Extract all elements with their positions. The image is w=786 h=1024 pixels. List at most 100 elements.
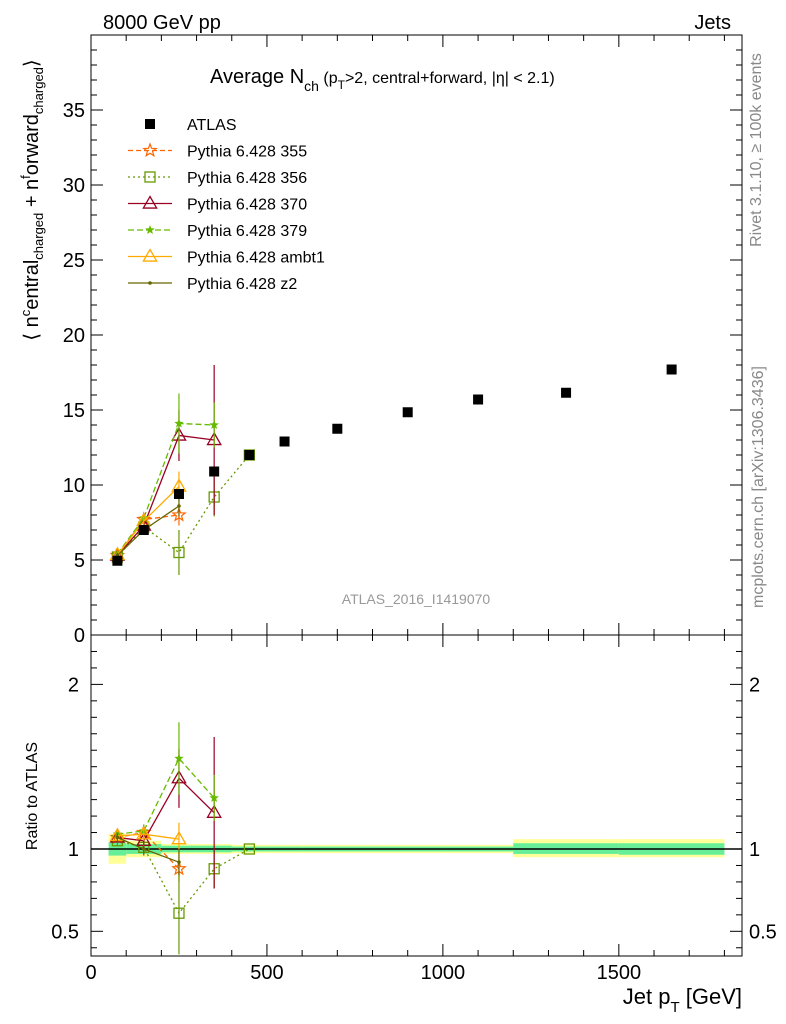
legend-marker (145, 225, 155, 235)
legend-label: Pythia 6.428 356 (187, 170, 307, 187)
ratio-line (117, 757, 215, 835)
x-axis-label: Jet pT [GeV] (623, 984, 742, 1016)
legend-marker (144, 171, 156, 183)
ratio-y-tick-label-right: 2 (749, 674, 760, 696)
y-tick-label: 0 (74, 625, 85, 647)
title-paren-open: (p (319, 70, 338, 87)
plot-title: Average Nch (pT>2, central+forward, |η| … (210, 66, 555, 94)
main-panel: 0 5 10 15 20 25 30 35 Average Nch (pT>2, centra… (18, 34, 743, 647)
series-pythia-6-428-379 (112, 393, 219, 559)
ratio-point (173, 907, 185, 919)
legend-entry: Pythia 6.428 z2 (128, 276, 297, 293)
legend-label: Pythia 6.428 355 (187, 144, 307, 161)
title-paren-sub: T (338, 78, 346, 92)
series-line (116, 454, 250, 558)
legend-entry: Pythia 6.428 379 (128, 223, 307, 240)
x-tick-label: 1500 (597, 962, 642, 984)
ylabel-close: ⟩ (21, 59, 43, 67)
xlabel-main: Jet p (623, 984, 671, 1009)
ratio-panel-frame (90, 634, 743, 957)
legend-marker (142, 195, 158, 209)
ylabel-sub2: charged (31, 67, 46, 114)
ratio-y-axis-label: Ratio to ATLAS (24, 742, 41, 850)
xlabel-unit: [GeV] (680, 984, 742, 1009)
legend-label: Pythia 6.428 379 (187, 223, 307, 240)
y-tick-label: 35 (63, 100, 85, 122)
data-point (332, 423, 343, 434)
ylabel-sub1: charged (31, 213, 46, 260)
y-tick-label: 25 (63, 250, 85, 272)
ratio-y-tick-label: 1 (68, 839, 79, 861)
legend-entry: Pythia 6.428 ambt1 (128, 248, 325, 267)
data-point (244, 450, 255, 460)
legend-entry: Pythia 6.428 355 (128, 142, 307, 161)
series-pythia-6-428-370 (109, 365, 222, 561)
legend-label: Pythia 6.428 370 (187, 197, 307, 214)
ratio-point (243, 843, 256, 855)
legend-marker (145, 119, 155, 129)
ratio-line (117, 777, 215, 842)
energy-label: 8000 GeV pp (103, 12, 221, 34)
ratio-panel-marks (91, 722, 742, 955)
ratio-point (136, 825, 152, 840)
title-main: Average N (210, 66, 304, 88)
rivet-version-label: Rivet 3.1.10, ≥ 100k events (748, 53, 765, 247)
ratio-panel-x-ticks: 0 500 1000 1500 (85, 635, 725, 984)
ylabel-open: ⟨ n (21, 316, 43, 340)
legend-label: Pythia 6.428 ambt1 (187, 250, 325, 267)
title-paren-rest: >2, central+forward, |η| < 2.1) (345, 70, 555, 87)
ratio-point (171, 830, 187, 845)
process-label: Jets (694, 12, 731, 34)
ylabel-entral: entral (21, 260, 43, 310)
ratio-series-pythia-6-428-z2 (115, 832, 181, 876)
legend-label: ATLAS (187, 117, 237, 134)
data-point (112, 555, 123, 566)
ylabel-c: c (18, 309, 33, 316)
x-tick-label: 0 (85, 962, 96, 984)
y-tick-label: 5 (74, 550, 85, 572)
ratio-y-tick-label-right: 0.5 (749, 921, 777, 943)
series-line (116, 434, 215, 556)
ratio-point (115, 835, 120, 840)
xlabel-sub: T (670, 999, 679, 1016)
x-tick-label: 1000 (421, 962, 466, 984)
data-point (402, 407, 413, 418)
title-main-sub: ch (304, 78, 319, 94)
legend-entry: Pythia 6.428 356 (128, 170, 307, 187)
legend-marker (142, 142, 158, 158)
mcplots-label: mcplots.cern.ch [arXiv:1306.3436] (750, 366, 767, 608)
y-tick-label: 20 (63, 325, 85, 347)
y-tick-label: 10 (63, 475, 85, 497)
data-point (173, 546, 185, 559)
x-tick-label: 500 (250, 962, 283, 984)
ratio-y-tick-label: 0.5 (51, 921, 79, 943)
ratio-point (141, 847, 146, 851)
data-point (209, 420, 219, 430)
ratio-panel-y-ticks: 0.5 0.5 1 1 2 2 (51, 650, 777, 949)
analysis-watermark: ATLAS_2016_I1419070 (342, 591, 491, 607)
series-atlas (112, 364, 677, 566)
legend-entry: Pythia 6.428 370 (128, 195, 307, 214)
data-point (561, 387, 572, 398)
ylabel-plus: + n (21, 179, 43, 213)
ratio-y-tick-label: 2 (68, 674, 79, 696)
ylabel-orward: orward (21, 114, 43, 175)
series-line (116, 422, 215, 555)
main-panel-marks (109, 364, 677, 575)
data-point (171, 506, 187, 522)
legend: ATLAS Pythia 6.428 355 Pythia 6.428 356 Pyt… (128, 117, 325, 293)
ratio-series-pythia-6-428-370 (109, 737, 222, 889)
data-point (279, 436, 290, 447)
legend-marker (148, 281, 152, 285)
main-panel-y-ticks: 0 5 10 15 20 25 30 35 (63, 49, 742, 647)
data-point (666, 364, 677, 375)
data-point (138, 525, 149, 535)
legend-marker (142, 248, 158, 262)
main-panel-x-ticks (90, 35, 725, 635)
ratio-y-tick-label-right: 1 (749, 839, 760, 861)
main-y-axis-label: ⟨ ncentralcharged + nforwardcharged⟩ (18, 59, 46, 340)
ratio-panel: 0.5 0.5 1 1 2 2 0 500 1000 1500 Ratio to ATLAS J… (24, 634, 777, 1016)
y-tick-label: 15 (63, 400, 85, 422)
ratio-point (209, 792, 219, 803)
